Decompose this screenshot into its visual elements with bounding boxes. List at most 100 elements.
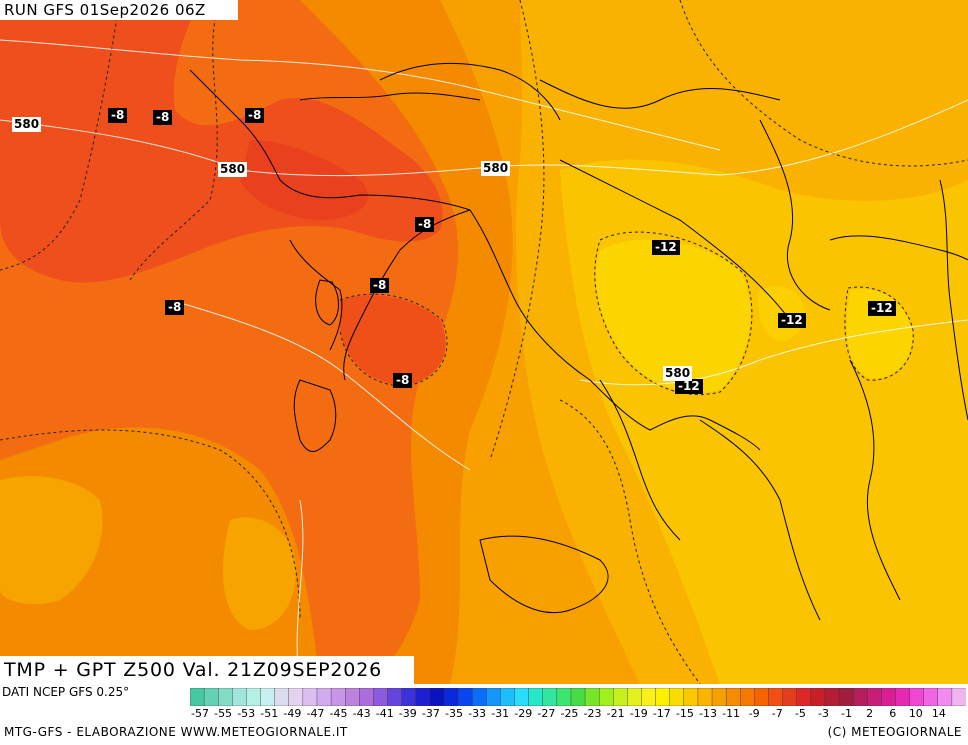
scale-tick-label: -9 xyxy=(748,707,760,720)
scale-tick-label: -49 xyxy=(283,707,302,720)
scale-swatch xyxy=(457,688,473,706)
scale-tick-label: -41 xyxy=(375,707,394,720)
scale-swatch xyxy=(274,688,290,706)
scale-swatch xyxy=(359,688,374,706)
source-label: DATI NCEP GFS 0.25° xyxy=(2,685,130,699)
temp-label: -8 xyxy=(393,373,413,388)
scale-swatch xyxy=(881,688,896,706)
scale-tick-label: -43 xyxy=(352,707,371,720)
scale-tick-label: -3 xyxy=(817,707,829,720)
yellow-core-1 xyxy=(596,239,751,393)
scale-swatch xyxy=(218,688,233,706)
scale-swatch xyxy=(528,688,544,706)
scale-tick-label: -29 xyxy=(514,707,533,720)
isotherms xyxy=(0,0,968,684)
scale-tick-label: -33 xyxy=(468,707,487,720)
scale-swatch xyxy=(203,688,219,706)
scale-swatch xyxy=(740,688,755,706)
scale-swatch xyxy=(838,688,854,706)
scale-tick-label: -23 xyxy=(583,707,602,720)
scale-tick-label: -55 xyxy=(214,707,233,720)
scale-swatch xyxy=(655,688,671,706)
scale-swatch xyxy=(782,688,798,706)
scale-swatch xyxy=(669,688,685,706)
scale-tick-label: -53 xyxy=(237,707,256,720)
color-scale-labels: -57 -55 -53 -51 -49 -47 -45 -43 -41 -39 -37 -35 -33-… xyxy=(190,707,966,721)
temp-label: -8 xyxy=(153,110,173,125)
scale-tick-label: -21 xyxy=(606,707,625,720)
amber-patch-s xyxy=(222,517,296,630)
scale-tick-label: -15 xyxy=(675,707,694,720)
scale-swatch xyxy=(556,688,572,706)
temp-label: -8 xyxy=(370,278,390,293)
scale-swatch xyxy=(288,688,304,706)
red-core xyxy=(240,140,368,220)
run-label: RUN GFS 01Sep2026 06Z xyxy=(0,0,238,20)
scale-tick-label: -25 xyxy=(560,707,579,720)
scale-tick-label: 2 xyxy=(866,707,874,720)
scale-swatch xyxy=(401,688,417,706)
scale-swatch xyxy=(613,688,628,706)
scale-tick-label: -5 xyxy=(794,707,806,720)
scale-tick-label: -47 xyxy=(306,707,325,720)
scale-swatch xyxy=(768,688,784,706)
scale-swatch xyxy=(330,688,346,706)
scale-tick-label: -37 xyxy=(421,707,440,720)
temp-label: -12 xyxy=(868,301,896,316)
temp-label: -8 xyxy=(165,300,185,315)
scale-tick-label: -35 xyxy=(445,707,463,720)
scale-tick-label: -1 xyxy=(841,707,853,720)
scale-tick-label: -39 xyxy=(398,707,417,720)
scale-swatch xyxy=(415,688,431,706)
temp-label: -12 xyxy=(652,240,680,255)
scale-swatch xyxy=(373,688,389,706)
scale-swatch xyxy=(810,688,826,706)
color-scale xyxy=(190,688,966,706)
scale-swatch xyxy=(598,688,614,706)
scale-swatch xyxy=(824,688,840,706)
scale-tick-label: -31 xyxy=(491,707,510,720)
scale-swatch xyxy=(937,688,953,706)
scale-tick-label: 6 xyxy=(889,707,897,720)
red-orange-zone-2 xyxy=(340,295,446,385)
scale-swatch xyxy=(895,688,911,706)
validity-label: TMP + GPT Z500 Val. 21Z09SEP2026 xyxy=(0,656,414,684)
scale-tick-label: -11 xyxy=(722,707,741,720)
scale-tick-label: 10 xyxy=(908,707,923,720)
scale-swatch xyxy=(190,688,205,706)
scale-swatch xyxy=(316,688,332,706)
credit-left: MTG-GFS - ELABORAZIONE WWW.METEOGIORNALE… xyxy=(4,725,348,739)
scale-swatch xyxy=(711,688,727,706)
scale-swatch xyxy=(683,688,699,706)
scale-swatch xyxy=(754,688,769,706)
scale-tick-label: -19 xyxy=(629,707,648,720)
temp-label: -8 xyxy=(108,108,128,123)
scale-swatch xyxy=(429,688,445,706)
scale-swatch xyxy=(260,688,276,706)
scale-tick-label: -57 xyxy=(191,707,209,720)
scale-tick-label: -7 xyxy=(771,707,783,720)
yellow-core-2 xyxy=(846,289,913,379)
scale-swatch xyxy=(909,688,925,706)
scale-swatch xyxy=(852,688,868,706)
temp-label: -12 xyxy=(778,313,806,328)
scale-swatch xyxy=(627,688,642,706)
gpt-label: 580 xyxy=(218,162,248,177)
scale-swatch xyxy=(796,688,812,706)
scale-swatch xyxy=(514,688,530,706)
scale-tick-label: -17 xyxy=(652,707,671,720)
scale-swatch xyxy=(641,688,657,706)
scale-swatch xyxy=(486,688,501,706)
scale-tick-label: -27 xyxy=(537,707,556,720)
scale-tick-label: -13 xyxy=(699,707,717,720)
scale-swatch xyxy=(725,688,741,706)
gpt-label: 580 xyxy=(663,366,693,381)
gpt-label: 580 xyxy=(12,117,42,132)
amber-patch-sw xyxy=(0,476,103,605)
scale-swatch xyxy=(232,688,247,706)
scale-swatch xyxy=(302,688,318,706)
scale-swatch xyxy=(542,688,558,706)
temp-label: -12 xyxy=(675,379,703,394)
temp-label: -8 xyxy=(245,108,265,123)
scale-swatch xyxy=(471,688,487,706)
